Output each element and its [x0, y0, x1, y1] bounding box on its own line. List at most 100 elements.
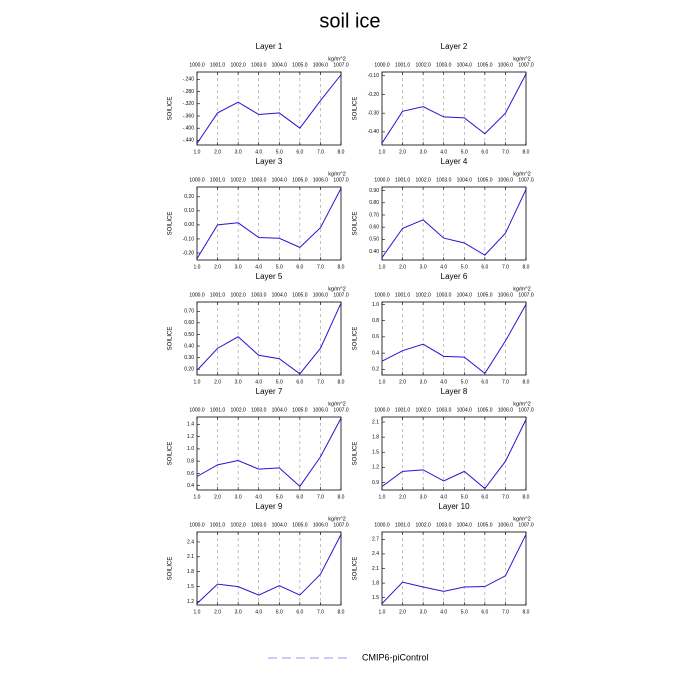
x2-tick-label: 1007.0	[518, 522, 534, 528]
x-tick-label: 6.0	[481, 379, 488, 385]
y-axis-label: SOILICE	[168, 442, 174, 466]
x-tick-label: 1.0	[379, 494, 386, 500]
x-tick-label: 5.0	[461, 609, 468, 615]
x2-tick-label: 1001.0	[210, 407, 226, 413]
x-tick-label: 4.0	[255, 379, 262, 385]
x2-tick-label: 1000.0	[189, 407, 205, 413]
x-tick-label: 1.0	[379, 609, 386, 615]
data-line	[196, 74, 342, 144]
x-tick-label: 7.0	[502, 264, 509, 270]
x-tick-label: 1.0	[194, 149, 201, 155]
x-tick-label: 5.0	[276, 494, 283, 500]
plot-frame	[196, 301, 342, 376]
x2-tick-label: 1004.0	[272, 407, 288, 413]
x2-axis-label: kg/m^2	[513, 401, 531, 407]
x2-tick-label: 1000.0	[189, 292, 205, 298]
x2-tick-label: 1003.0	[436, 522, 452, 528]
x2-axis-label: kg/m^2	[513, 516, 531, 522]
plot-frame	[196, 416, 342, 491]
x-tick-label: 6.0	[296, 609, 303, 615]
y-tick-label: 1.5	[372, 595, 379, 601]
y-tick-label: 1.2	[187, 599, 194, 605]
y-tick-label: -0.20	[183, 250, 195, 256]
x-tick-label: 6.0	[296, 379, 303, 385]
x-tick-label: 8.0	[338, 494, 345, 500]
plot-frame	[381, 71, 527, 146]
y-axis-label: SOILICE	[168, 212, 174, 236]
y-tick-label: 0.40	[369, 249, 379, 255]
panel-title: Layer 4	[441, 157, 468, 166]
x2-tick-label: 1005.0	[292, 177, 308, 183]
x-tick-label: 2.0	[399, 494, 406, 500]
x-tick-label: 8.0	[523, 264, 530, 270]
y-tick-label: -0.20	[368, 92, 380, 98]
data-line	[381, 419, 527, 490]
y-tick-label: 0.4	[372, 350, 379, 356]
x-tick-label: 1.0	[379, 264, 386, 270]
panel-title: Layer 8	[441, 387, 468, 396]
x-tick-label: 1.0	[379, 379, 386, 385]
x-tick-label: 5.0	[276, 379, 283, 385]
y-tick-label: 2.4	[187, 539, 194, 545]
x2-axis-label: kg/m^2	[328, 56, 346, 62]
y-tick-label: -0.30	[368, 111, 380, 117]
x-tick-label: 5.0	[276, 149, 283, 155]
x-tick-label: 7.0	[317, 494, 324, 500]
x2-tick-label: 1006.0	[498, 177, 514, 183]
x-tick-label: 8.0	[523, 609, 530, 615]
x-tick-label: 5.0	[276, 609, 283, 615]
x-tick-label: 3.0	[420, 149, 427, 155]
y-tick-label: 0.80	[369, 200, 379, 206]
data-line	[381, 304, 527, 375]
x2-tick-label: 1003.0	[436, 292, 452, 298]
y-tick-label: 0.60	[369, 224, 379, 230]
x-tick-label: 4.0	[255, 264, 262, 270]
x2-tick-label: 1004.0	[272, 177, 288, 183]
x-tick-label: 3.0	[235, 149, 242, 155]
x2-tick-label: 1007.0	[333, 177, 349, 183]
x2-axis-label: kg/m^2	[328, 286, 346, 292]
y-tick-label: 0.50	[369, 237, 379, 243]
x2-axis-label: kg/m^2	[513, 286, 531, 292]
x-tick-label: 4.0	[255, 494, 262, 500]
x-tick-label: 2.0	[399, 609, 406, 615]
x2-tick-label: 1000.0	[374, 522, 390, 528]
y-tick-label: 2.4	[372, 551, 379, 557]
x-tick-label: 4.0	[440, 609, 447, 615]
x-tick-label: 1.0	[379, 149, 386, 155]
x2-tick-label: 1004.0	[457, 522, 473, 528]
y-tick-label: 1.0	[372, 302, 379, 308]
x2-tick-label: 1006.0	[498, 292, 514, 298]
data-line	[381, 189, 527, 258]
x2-tick-label: 1002.0	[230, 292, 246, 298]
x2-tick-label: 1003.0	[436, 407, 452, 413]
x2-tick-label: 1007.0	[518, 407, 534, 413]
x2-tick-label: 1007.0	[518, 177, 534, 183]
x2-tick-label: 1001.0	[395, 522, 411, 528]
y-tick-label: 0.9	[372, 480, 379, 486]
panel-title: Layer 5	[256, 272, 283, 281]
x-tick-label: 7.0	[317, 264, 324, 270]
panel-title: Layer 7	[256, 387, 283, 396]
x-tick-label: 7.0	[502, 494, 509, 500]
y-axis-label: SOILICE	[353, 442, 359, 466]
x-tick-label: 8.0	[523, 149, 530, 155]
legend-label: CMIP6-piControl	[362, 652, 429, 662]
x-tick-label: 6.0	[481, 149, 488, 155]
x-tick-label: 7.0	[502, 379, 509, 385]
x2-tick-label: 1006.0	[313, 177, 329, 183]
y-axis-label: SOILICE	[168, 327, 174, 351]
y-tick-label: 0.8	[187, 458, 194, 464]
x2-tick-label: 1006.0	[313, 407, 329, 413]
x2-tick-label: 1001.0	[210, 177, 226, 183]
x2-tick-label: 1001.0	[210, 292, 226, 298]
x2-tick-label: 1005.0	[292, 62, 308, 68]
x-tick-label: 5.0	[461, 264, 468, 270]
y-tick-label: 1.8	[187, 569, 194, 575]
y-tick-label: -.440	[183, 138, 195, 144]
x2-tick-label: 1006.0	[498, 522, 514, 528]
y-tick-label: -.280	[183, 89, 195, 95]
y-tick-label: 0.2	[372, 367, 379, 373]
y-axis-label: SOILICE	[353, 327, 359, 351]
